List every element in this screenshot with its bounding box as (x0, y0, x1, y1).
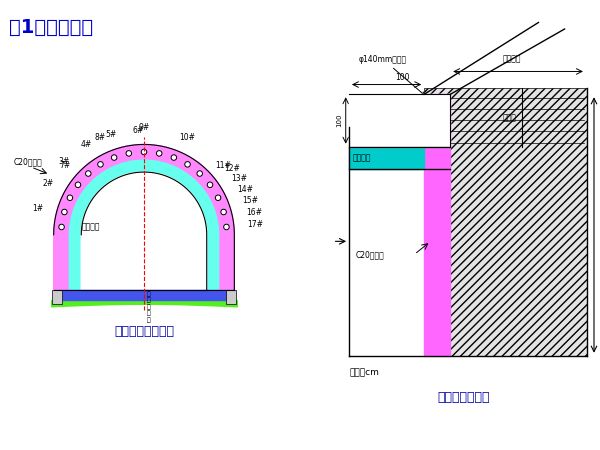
Text: C20台套拱: C20台套拱 (14, 158, 42, 166)
Polygon shape (53, 144, 235, 290)
Text: φ140mm孔口管: φ140mm孔口管 (359, 54, 424, 95)
Text: 明洞衬砌: 明洞衬砌 (81, 223, 100, 232)
Polygon shape (52, 290, 62, 304)
Circle shape (75, 182, 81, 188)
Text: 4#: 4# (80, 140, 92, 149)
Text: 隧
道
中
心
线: 隧 道 中 心 线 (146, 291, 150, 323)
Circle shape (224, 224, 229, 230)
Circle shape (86, 171, 91, 176)
Text: 17#: 17# (248, 220, 263, 230)
Circle shape (215, 195, 221, 201)
Circle shape (171, 155, 176, 160)
Text: 3#: 3# (59, 157, 70, 166)
Text: 5#: 5# (106, 130, 117, 139)
Polygon shape (81, 172, 207, 290)
Text: 16#: 16# (246, 208, 262, 217)
Text: 明洞衬砌: 明洞衬砌 (352, 153, 371, 162)
Polygon shape (226, 290, 236, 304)
Text: 2#: 2# (42, 179, 53, 188)
Text: 10#: 10# (179, 133, 196, 142)
Text: 7#: 7# (59, 161, 71, 170)
Text: 100: 100 (336, 114, 342, 127)
Circle shape (197, 171, 202, 176)
Text: 13#: 13# (232, 174, 248, 183)
Text: 长管棚: 长管棚 (503, 113, 517, 122)
Polygon shape (349, 94, 450, 147)
Circle shape (112, 155, 117, 160)
Text: 6#: 6# (133, 126, 144, 135)
Text: 9#: 9# (139, 123, 149, 132)
Text: （1）洞口施工: （1）洞口施工 (9, 18, 93, 37)
Circle shape (98, 162, 103, 167)
Circle shape (221, 209, 226, 215)
Text: C20台套拱: C20台套拱 (356, 251, 384, 260)
Circle shape (67, 195, 73, 201)
Text: 12#: 12# (224, 164, 240, 173)
Polygon shape (53, 290, 235, 300)
Text: 洞口横断面示意图: 洞口横断面示意图 (114, 325, 174, 338)
Text: 设计长度: 设计长度 (503, 54, 521, 63)
Polygon shape (349, 147, 424, 170)
Circle shape (157, 151, 162, 156)
Text: 11#: 11# (215, 161, 231, 170)
Polygon shape (424, 94, 450, 356)
Circle shape (62, 209, 67, 215)
Circle shape (141, 149, 147, 155)
Text: 洞口侧面示意图: 洞口侧面示意图 (437, 392, 490, 405)
Circle shape (185, 162, 190, 167)
Circle shape (59, 224, 64, 230)
Text: 100: 100 (395, 72, 410, 81)
Text: 1#: 1# (32, 204, 43, 213)
Text: 8#: 8# (95, 133, 106, 142)
Polygon shape (424, 88, 587, 356)
Circle shape (126, 151, 131, 156)
Polygon shape (69, 159, 219, 290)
Circle shape (207, 182, 213, 188)
Text: 15#: 15# (242, 196, 259, 205)
Text: 单位：cm: 单位：cm (349, 368, 379, 377)
Text: 14#: 14# (238, 185, 254, 194)
